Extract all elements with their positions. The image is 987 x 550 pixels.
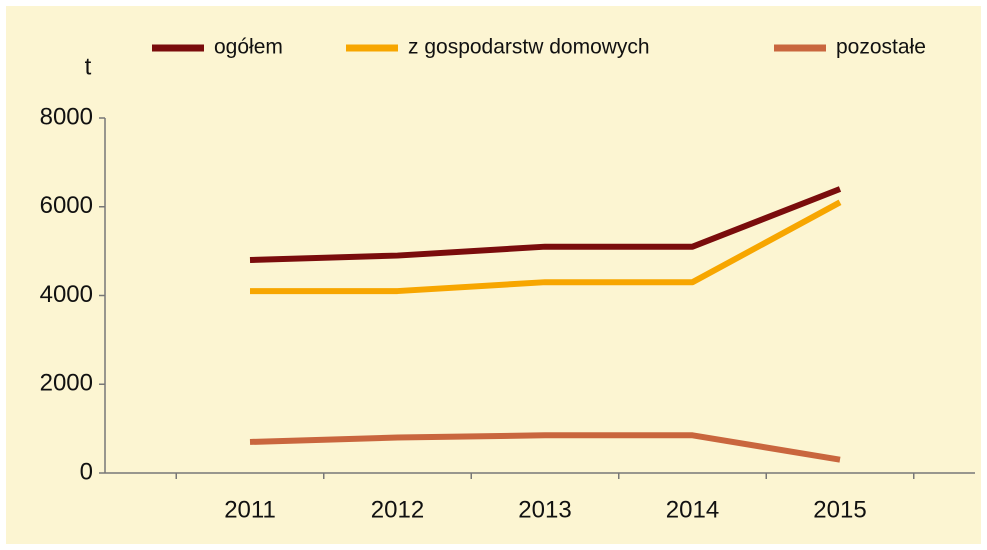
line-series bbox=[249, 432, 841, 463]
y-tick-label: 8000 bbox=[40, 103, 93, 130]
legend-text: pozostałe bbox=[836, 36, 926, 59]
x-tick-label: 2014 bbox=[666, 496, 719, 523]
line-series bbox=[249, 186, 842, 263]
legend-text: z gospodarstw domowych bbox=[408, 36, 650, 59]
line-series bbox=[250, 199, 842, 295]
y-tick-label: 2000 bbox=[40, 370, 93, 397]
y-tick-label: 0 bbox=[80, 458, 93, 485]
y-tick-label: 4000 bbox=[40, 281, 93, 308]
x-tick-label: 2011 bbox=[224, 496, 276, 523]
y-tick-label: 6000 bbox=[40, 192, 93, 219]
x-tick-label: 2013 bbox=[518, 496, 571, 523]
x-tick-label: 2015 bbox=[813, 496, 866, 523]
x-tick-label: 2012 bbox=[371, 496, 424, 523]
y-axis-label: t bbox=[85, 53, 92, 80]
legend-text: ogółem bbox=[214, 36, 283, 59]
plot-background bbox=[6, 6, 981, 544]
